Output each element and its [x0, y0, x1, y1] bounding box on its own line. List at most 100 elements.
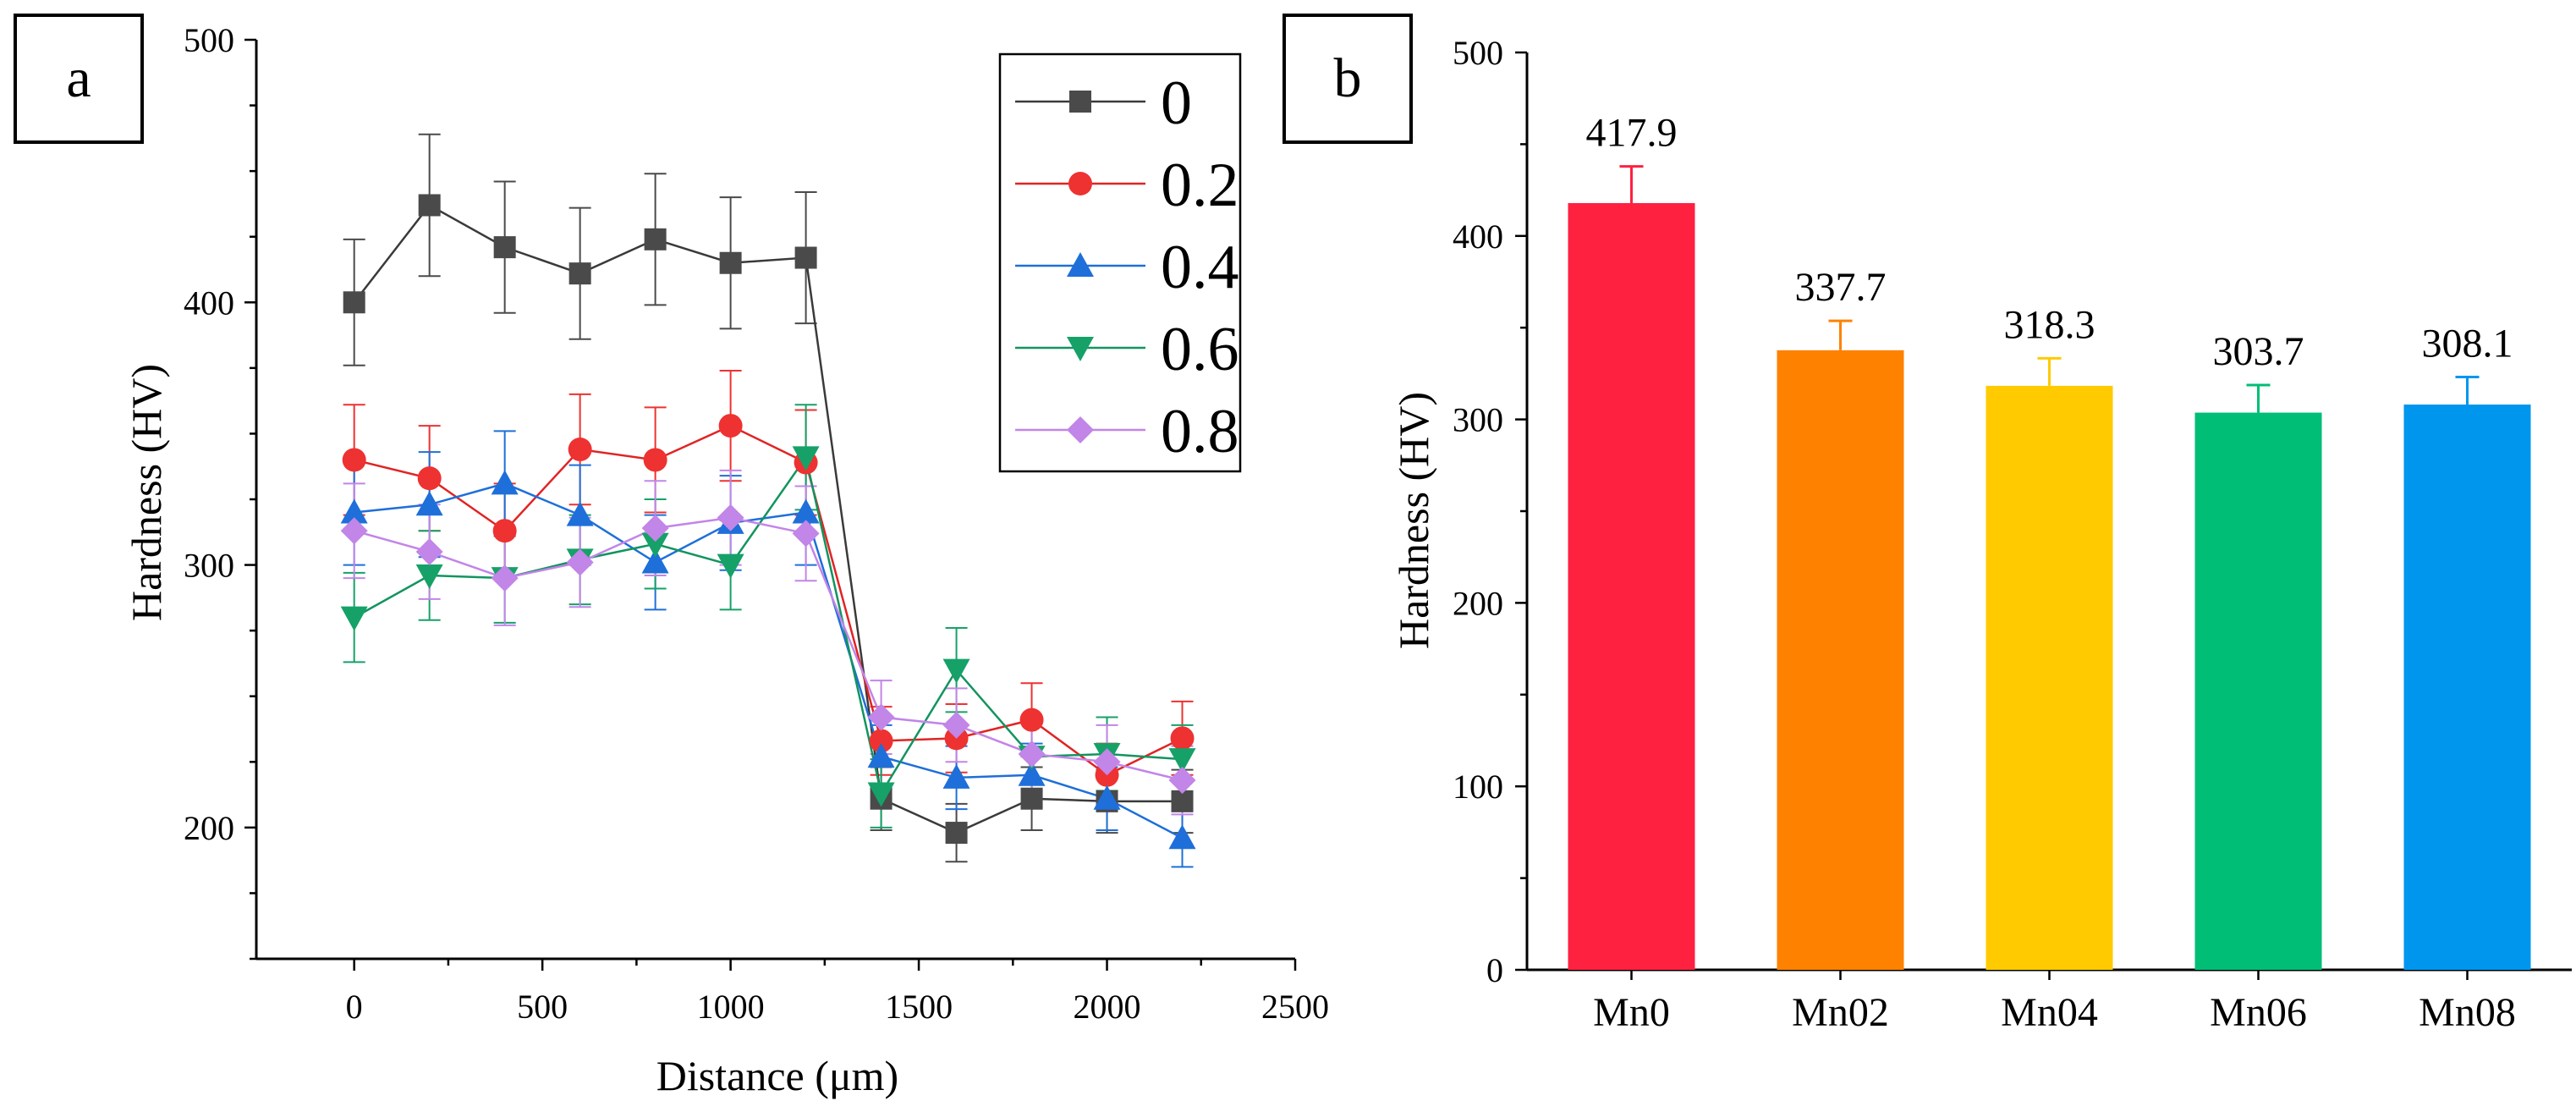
series-0.2-marker	[718, 414, 743, 438]
series-0-marker	[343, 291, 365, 314]
series-0.6-line	[354, 454, 1183, 796]
bar-Mn02-value-label: 337.7	[1795, 265, 1887, 310]
panel-a-y-tick-label: 400	[184, 284, 234, 322]
series-0.6-marker	[867, 782, 895, 807]
panel-b-axes: 0 100 200 300 400 500 Mn0 Mn02 Mn04 Mn06 Mn08	[1453, 34, 2572, 1035]
series-0-marker	[644, 228, 667, 250]
series-0-marker	[794, 246, 817, 269]
bar-Mn0	[1568, 202, 1695, 970]
series-0.6-marker	[641, 532, 669, 558]
panel-b-y-tick-label: 300	[1453, 401, 1503, 439]
panel-b-category-label: Mn0	[1593, 990, 1670, 1035]
legend-0.8-marker	[1067, 416, 1094, 443]
series-0.6-marker	[415, 564, 443, 589]
series-0.4-marker	[1018, 761, 1046, 786]
panel-a-label-box	[14, 14, 144, 144]
series-0-marker	[1020, 787, 1043, 810]
panel-b-category-label: Mn08	[2419, 990, 2516, 1035]
panel-a-y-tick-label: 300	[184, 547, 234, 585]
legend-0.4-marker	[1067, 252, 1094, 277]
panel-b-y-tick-label: 200	[1453, 584, 1503, 622]
panel-a-markers	[340, 194, 1196, 850]
panel-b-label-box	[1283, 14, 1413, 144]
series-0.8-marker	[1018, 740, 1046, 768]
series-0.6-marker	[1168, 748, 1196, 773]
panel-a-x-axis-title: Distance (μm)	[656, 1052, 898, 1099]
panel-b-y-tick-label: 0	[1486, 951, 1503, 989]
panel-b-category-label: Mn02	[1792, 990, 1889, 1035]
legend-0.6-marker	[1067, 337, 1094, 361]
panel-a-axes: 200 300 400 500 0 500 1000 1500 2000 2500	[184, 21, 1329, 1026]
panel-b-y-tick-label: 500	[1453, 34, 1503, 72]
legend-0-marker	[1069, 91, 1091, 113]
panel-b-error-bars	[1619, 165, 2480, 413]
panel-a-label: a	[66, 47, 91, 109]
series-0.4-marker	[792, 498, 820, 524]
bar-Mn04-value-label: 318.3	[2004, 302, 2095, 347]
series-0.2-marker	[643, 448, 667, 472]
panel-a-x-tick-label: 1500	[885, 988, 953, 1026]
legend-0.6-label: 0.6	[1161, 315, 1239, 384]
panel-b-value-labels: 417.9 337.7 318.3 303.7 308.1	[1586, 111, 2513, 374]
panel-a-x-tick-label: 2500	[1261, 988, 1329, 1026]
legend-0.2-marker	[1068, 172, 1092, 195]
series-0.4-marker	[942, 763, 970, 789]
series-0.2-marker	[1019, 707, 1044, 732]
bar-Mn0-value-label: 417.9	[1586, 111, 1678, 156]
series-0.2-marker	[1170, 726, 1195, 751]
legend-0.4-label: 0.4	[1161, 233, 1239, 302]
bar-Mn06	[2194, 412, 2322, 971]
series-0.8-marker	[942, 711, 970, 739]
panel-a-line-chart: a 200 300 400 500 0 500 1000 1500 2000 2500 0 0.2 0…	[14, 14, 1329, 1099]
panel-a-y-tick-label: 500	[184, 21, 234, 59]
legend-0.8-label: 0.8	[1161, 397, 1239, 466]
bar-Mn04	[1986, 385, 2113, 970]
series-0.8-marker	[867, 703, 895, 731]
panel-a-x-tick-label: 0	[346, 988, 363, 1026]
series-0-marker	[493, 236, 516, 259]
panel-b-bar-chart: b 0 100 200 300 400 500 Mn0 Mn02 Mn04 Mn06 Mn08 41…	[1283, 14, 2572, 1035]
bar-Mn06-value-label: 303.7	[2213, 329, 2304, 374]
series-0.8-line	[354, 516, 1183, 782]
panel-a-x-tick-label: 2000	[1074, 988, 1141, 1026]
series-0.2-marker	[417, 466, 442, 491]
panel-a-legend: 0 0.2 0.4 0.6 0.8	[998, 52, 1242, 473]
panel-b-y-tick-label: 100	[1453, 768, 1503, 806]
series-0.6-marker	[717, 553, 744, 579]
series-0.4-marker	[641, 548, 669, 574]
panel-a-x-tick-label: 500	[517, 988, 568, 1026]
panel-b-category-label: Mn06	[2210, 990, 2307, 1035]
panel-a-y-tick-label: 200	[184, 809, 234, 847]
series-0.4-marker	[415, 491, 443, 516]
series-0.6-marker	[792, 446, 820, 471]
series-0.8-marker	[792, 520, 820, 548]
series-0-marker	[1171, 790, 1194, 812]
series-0.8-marker	[641, 515, 669, 542]
legend-0.2-label: 0.2	[1161, 151, 1239, 220]
panel-b-label: b	[1334, 47, 1362, 109]
legend-box	[998, 52, 1242, 473]
series-0.8-marker	[717, 504, 744, 531]
series-0.4-line	[354, 482, 1184, 840]
panel-a-x-tick-label: 1000	[697, 988, 765, 1026]
panel-a-y-axis-title: Hardness (HV)	[123, 364, 170, 621]
series-0.8-marker	[491, 564, 519, 592]
series-0.8-marker	[1093, 748, 1121, 776]
series-0.4-marker	[340, 498, 368, 524]
panel-b-bars	[1568, 202, 2531, 971]
series-0.2-line	[354, 424, 1184, 777]
series-0.4-marker	[867, 743, 895, 768]
series-0.4-marker	[566, 501, 594, 526]
series-0.8-marker	[340, 517, 368, 545]
series-0-marker	[945, 822, 968, 845]
series-0-marker	[719, 251, 742, 274]
bar-Mn08	[2403, 405, 2531, 971]
series-0.8-marker	[566, 548, 594, 576]
bar-Mn02	[1777, 350, 1904, 970]
panel-b-y-axis-title: Hardness (HV)	[1390, 392, 1437, 649]
series-0.2-marker	[568, 438, 592, 462]
bar-Mn08-value-label: 308.1	[2422, 322, 2513, 366]
series-0.2-marker	[492, 519, 517, 543]
series-0.4-marker	[1168, 824, 1196, 850]
